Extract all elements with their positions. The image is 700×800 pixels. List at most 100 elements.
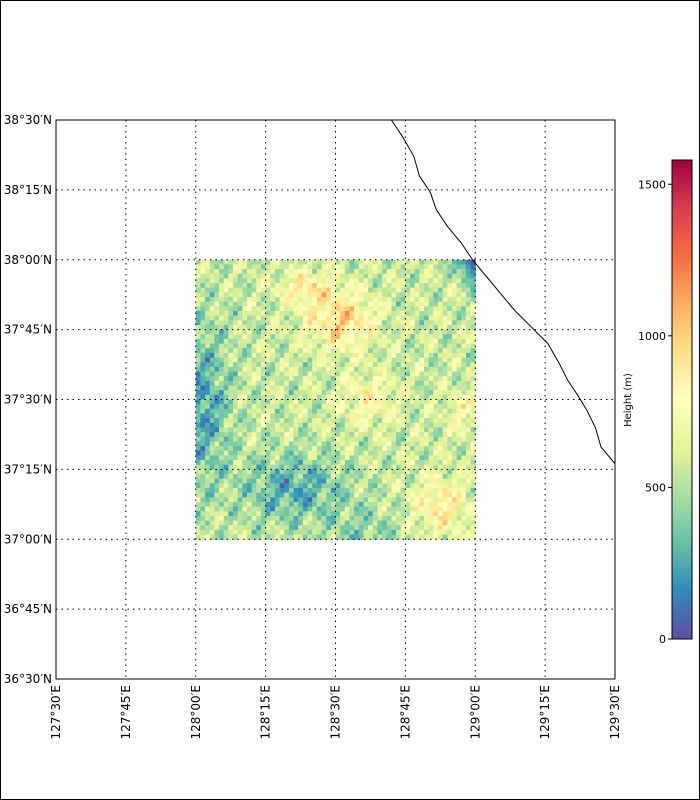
elevation-cell bbox=[354, 506, 360, 512]
elevation-cell bbox=[251, 269, 257, 275]
elevation-cell bbox=[200, 343, 206, 349]
elevation-cell bbox=[386, 320, 392, 326]
elevation-cell bbox=[433, 492, 439, 498]
elevation-cell bbox=[265, 385, 271, 391]
elevation-cell bbox=[410, 478, 416, 484]
elevation-cell bbox=[433, 446, 439, 452]
elevation-cell bbox=[293, 259, 299, 266]
elevation-cell bbox=[386, 310, 392, 317]
elevation-cell bbox=[237, 534, 243, 540]
elevation-cell bbox=[270, 315, 276, 321]
elevation-cell bbox=[242, 441, 248, 447]
elevation-cell bbox=[195, 525, 202, 531]
elevation-cell bbox=[461, 436, 467, 443]
elevation-cell bbox=[312, 297, 318, 303]
elevation-cell bbox=[214, 492, 220, 498]
elevation-cell bbox=[274, 422, 281, 429]
elevation-cell bbox=[461, 450, 467, 456]
elevation-cell bbox=[447, 394, 453, 401]
elevation-cell bbox=[256, 515, 262, 522]
elevation-cell bbox=[461, 297, 467, 303]
elevation-cell bbox=[321, 380, 327, 387]
elevation-cell bbox=[433, 534, 439, 540]
elevation-cell bbox=[428, 511, 434, 517]
elevation-cell bbox=[344, 315, 351, 321]
elevation-cell bbox=[470, 464, 476, 470]
elevation-cell bbox=[428, 278, 434, 284]
elevation-cell bbox=[307, 390, 313, 396]
elevation-cell bbox=[447, 478, 453, 484]
elevation-cell bbox=[405, 520, 411, 526]
elevation-cell bbox=[246, 390, 253, 396]
elevation-cell bbox=[433, 315, 439, 321]
elevation-cell bbox=[340, 366, 346, 373]
elevation-cell bbox=[219, 362, 225, 368]
elevation-cell bbox=[209, 483, 215, 489]
elevation-cell bbox=[400, 376, 406, 382]
elevation-cell bbox=[209, 324, 215, 331]
elevation-cell bbox=[456, 450, 462, 456]
elevation-cell bbox=[344, 362, 351, 368]
elevation-cell bbox=[447, 385, 453, 391]
elevation-cell bbox=[219, 483, 225, 489]
elevation-cell bbox=[335, 515, 341, 522]
elevation-cell bbox=[293, 404, 299, 410]
elevation-cell bbox=[354, 525, 360, 531]
elevation-cell bbox=[209, 310, 215, 317]
elevation-cell bbox=[424, 366, 430, 373]
elevation-cell bbox=[386, 278, 392, 284]
elevation-cell bbox=[437, 301, 444, 307]
elevation-cell bbox=[195, 259, 202, 266]
elevation-cell bbox=[219, 436, 225, 443]
elevation-cell bbox=[205, 343, 211, 349]
elevation-cell bbox=[424, 283, 430, 289]
elevation-cell bbox=[326, 287, 332, 293]
elevation-cell bbox=[214, 446, 220, 452]
elevation-cell bbox=[386, 422, 392, 429]
elevation-cell bbox=[447, 474, 453, 480]
elevation-cell bbox=[298, 520, 304, 526]
elevation-cell bbox=[251, 460, 257, 466]
elevation-cell bbox=[288, 352, 295, 359]
elevation-cell bbox=[391, 497, 397, 503]
elevation-cell bbox=[461, 529, 467, 536]
elevation-cell bbox=[298, 338, 304, 345]
elevation-cell bbox=[228, 385, 234, 391]
elevation-cell bbox=[368, 264, 374, 270]
elevation-cell bbox=[424, 334, 430, 340]
elevation-cell bbox=[410, 297, 416, 303]
elevation-cell bbox=[302, 371, 309, 377]
elevation-cell bbox=[265, 338, 271, 345]
elevation-cell bbox=[461, 259, 467, 266]
elevation-cell bbox=[442, 436, 448, 443]
elevation-cell bbox=[461, 483, 467, 489]
elevation-cell bbox=[251, 343, 257, 349]
elevation-cell bbox=[330, 362, 337, 368]
elevation-cell bbox=[377, 422, 383, 429]
elevation-cell bbox=[433, 264, 439, 270]
elevation-cell bbox=[312, 450, 318, 456]
elevation-cell bbox=[260, 357, 267, 363]
elevation-cell bbox=[465, 408, 472, 415]
elevation-cell bbox=[298, 529, 304, 536]
elevation-cell bbox=[246, 418, 253, 424]
elevation-cell bbox=[200, 371, 206, 377]
elevation-cell bbox=[219, 264, 225, 270]
elevation-cell bbox=[223, 446, 229, 452]
elevation-cell bbox=[456, 520, 462, 526]
elevation-cell bbox=[456, 362, 462, 368]
elevation-cell bbox=[349, 348, 355, 354]
elevation-cell bbox=[265, 371, 271, 377]
elevation-cell bbox=[330, 413, 337, 419]
elevation-cell bbox=[433, 464, 439, 470]
elevation-cell bbox=[316, 390, 323, 396]
elevation-cell bbox=[214, 287, 220, 293]
elevation-cell bbox=[344, 529, 351, 536]
elevation-cell bbox=[456, 408, 462, 415]
elevation-cell bbox=[456, 264, 462, 270]
elevation-cell bbox=[293, 297, 299, 303]
elevation-cell bbox=[265, 501, 271, 508]
elevation-cell bbox=[386, 483, 392, 489]
elevation-cell bbox=[246, 529, 253, 536]
elevation-cell bbox=[456, 380, 462, 387]
